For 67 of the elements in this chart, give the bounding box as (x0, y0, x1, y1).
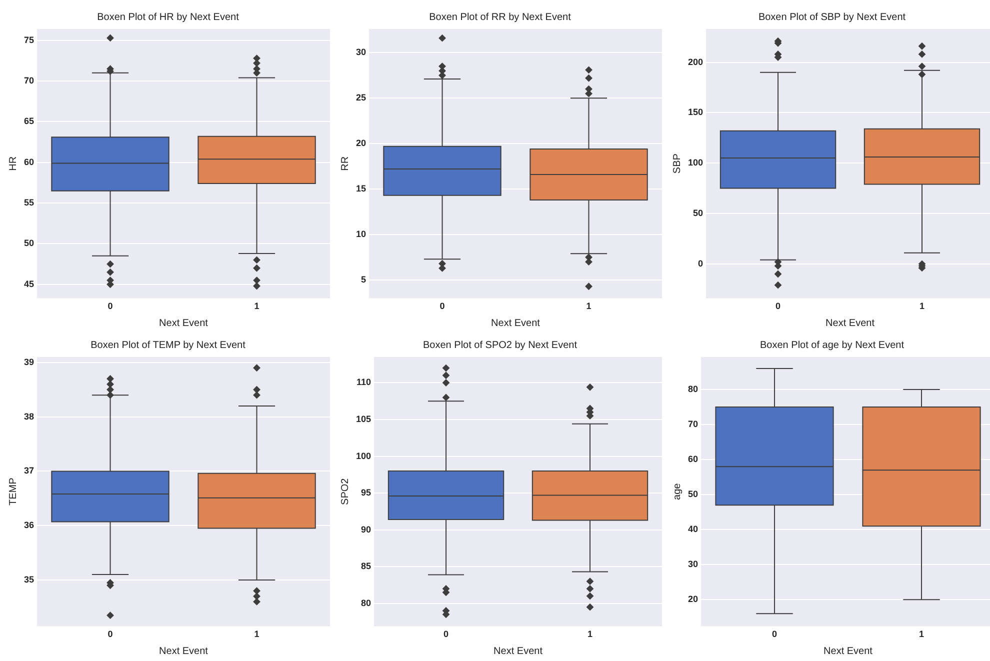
y-tick-label: 105 (356, 414, 372, 424)
y-tick-label: 50 (24, 238, 34, 248)
y-tick-label: 60 (688, 454, 698, 464)
y-tick-label: 30 (356, 47, 366, 58)
y-tick-label: 65 (24, 116, 34, 126)
y-tick-label: 36 (24, 520, 34, 530)
y-tick-label: 100 (688, 158, 704, 168)
y-tick-label: 50 (693, 208, 704, 218)
x-tick-label: 0 (772, 629, 778, 640)
y-tick-label: 30 (688, 559, 698, 570)
x-axis-title: Next Event (491, 318, 540, 329)
y-tick-label: 0 (698, 258, 704, 268)
x-tick-label: 1 (586, 301, 592, 312)
y-tick-label: 70 (688, 419, 698, 430)
y-tick-label: 150 (688, 107, 704, 118)
y-tick-label: 75 (24, 34, 34, 45)
y-tick-label: 90 (361, 524, 372, 534)
y-tick-label: 100 (356, 450, 372, 461)
y-tick-label: 20 (688, 594, 698, 604)
y-tick-label: 110 (356, 377, 372, 388)
y-tick-label: 55 (24, 198, 34, 208)
x-tick-label: 1 (919, 301, 925, 312)
chart-title: Boxen Plot of SBP by Next Event (758, 12, 906, 23)
chart-title: Boxen Plot of age by Next Event (760, 340, 904, 351)
y-tick-label: 200 (688, 56, 704, 67)
y-axis-title: SPO2 (340, 478, 351, 505)
chart-title: Boxen Plot of RR by Next Event (429, 12, 572, 23)
x-axis-title: Next Event (159, 318, 208, 329)
x-tick-label: 0 (108, 629, 113, 640)
y-tick-label: 10 (356, 229, 366, 240)
y-axis-title: age (672, 482, 683, 500)
y-tick-label: 85 (361, 561, 372, 572)
x-tick-label: 0 (440, 301, 445, 312)
x-axis-title: Next Event (494, 646, 543, 657)
y-tick-label: 70 (24, 76, 34, 86)
x-tick-label: 1 (587, 629, 593, 640)
y-tick-label: 37 (24, 466, 34, 476)
y-tick-label: 39 (24, 356, 34, 367)
y-tick-label: 15 (356, 184, 366, 194)
y-axis-title: SBP (672, 153, 683, 174)
chart-title: Boxen Plot of SPO2 by Next Event (423, 340, 578, 351)
x-axis-title: Next Event (159, 646, 208, 657)
y-tick-label: 45 (24, 278, 34, 289)
x-axis-title: Next Event (824, 646, 873, 657)
y-tick-label: 38 (24, 411, 34, 422)
y-tick-label: 5 (360, 274, 366, 284)
x-axis-title: Next Event (826, 318, 875, 329)
x-tick-label: 1 (254, 301, 260, 312)
x-tick-label: 1 (254, 629, 260, 640)
y-axis-title: TEMP (8, 477, 19, 506)
y-axis-title: RR (340, 156, 351, 171)
chart-title: Boxen Plot of TEMP by Next Event (90, 340, 246, 351)
y-tick-label: 25 (356, 92, 366, 103)
y-tick-label: 35 (24, 574, 34, 584)
y-tick-label: 80 (361, 598, 372, 608)
y-tick-label: 50 (688, 489, 698, 500)
y-tick-label: 40 (688, 524, 698, 534)
y-tick-label: 20 (356, 138, 366, 148)
x-tick-label: 0 (108, 301, 113, 312)
x-tick-label: 0 (776, 301, 781, 312)
y-axis-title: HR (8, 156, 19, 171)
y-tick-label: 60 (24, 156, 34, 167)
y-tick-label: 95 (361, 488, 372, 498)
x-tick-label: 1 (918, 629, 924, 640)
y-tick-label: 80 (688, 384, 698, 394)
x-tick-label: 0 (444, 629, 449, 640)
chart-title: Boxen Plot of HR by Next Event (97, 12, 240, 23)
